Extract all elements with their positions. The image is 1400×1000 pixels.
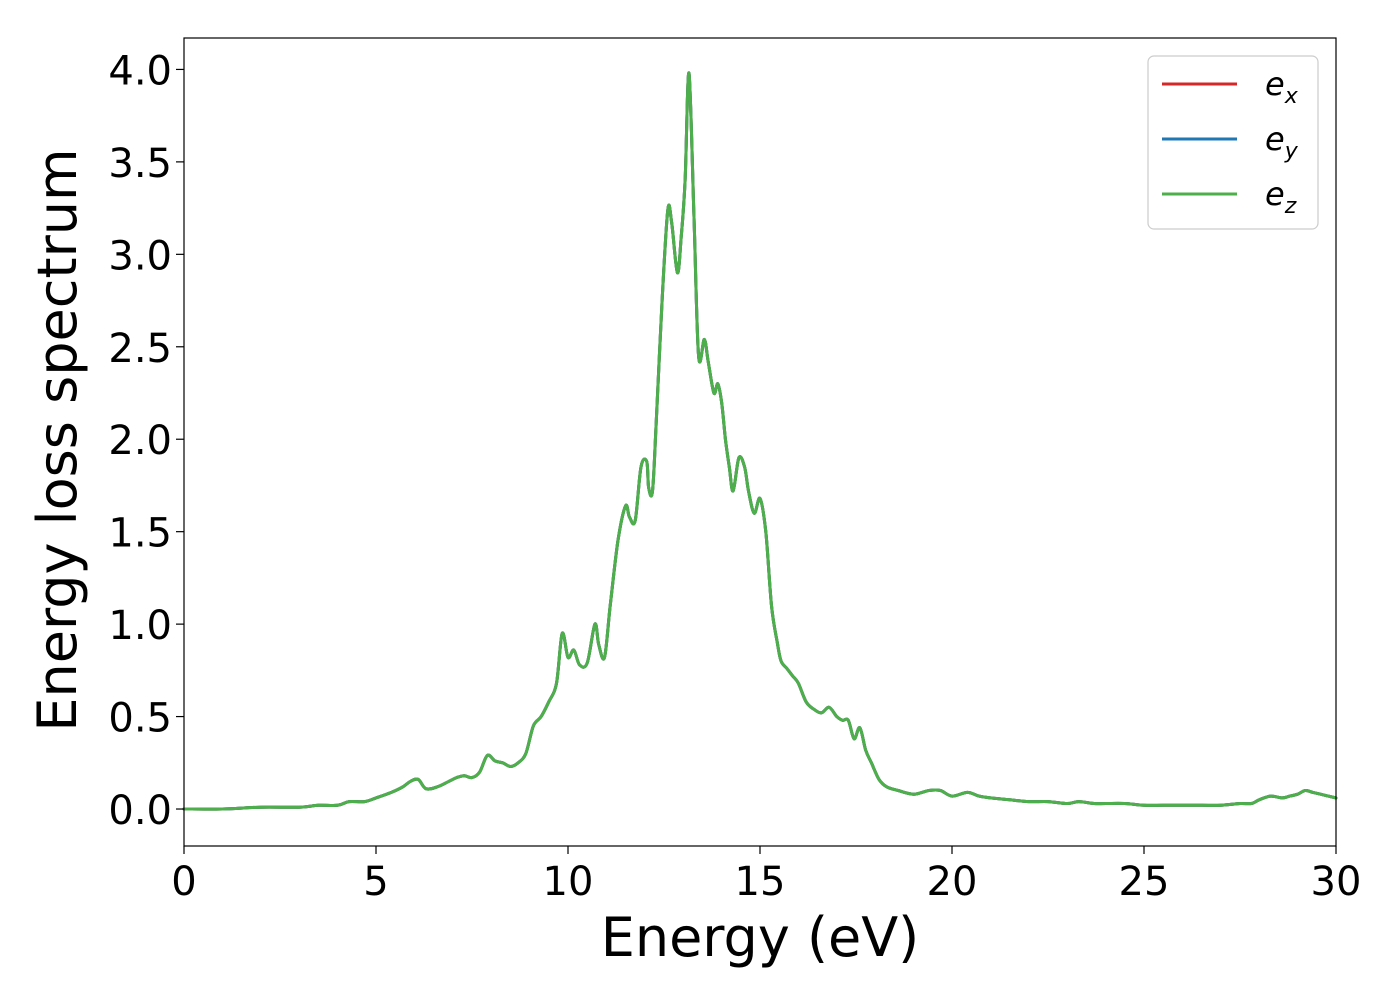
y-tick-label: 0.5	[108, 696, 172, 742]
legend-label-ex: ex	[1265, 65, 1299, 109]
x-tick-label: 5	[363, 859, 388, 905]
x-tick-label: 15	[735, 859, 786, 905]
legend-label-ey: ey	[1265, 120, 1299, 164]
x-tick-label: 20	[927, 859, 978, 905]
series-line-ez	[182, 71, 1338, 811]
legend-label-base: e	[1265, 175, 1285, 213]
x-tick-label: 10	[543, 859, 594, 905]
y-tick-label: 3.0	[108, 233, 172, 279]
y-tick-label: 1.0	[108, 603, 172, 649]
x-tick-label: 25	[1119, 859, 1170, 905]
legend-label-base: e	[1265, 65, 1285, 103]
legend-label-subscript: y	[1284, 139, 1299, 164]
y-tick-label: 4.0	[108, 48, 172, 94]
y-tick-label: 0.0	[108, 788, 172, 834]
y-tick-label: 2.5	[108, 326, 172, 372]
x-axis-label: Energy (eV)	[601, 906, 920, 969]
plot-lines	[182, 71, 1338, 811]
y-tick-label: 3.5	[108, 141, 172, 187]
x-axis-ticks: 0 5 10 15 20 25 30	[171, 846, 1361, 905]
legend-label-ez: ez	[1265, 175, 1297, 219]
x-tick-label: 0	[171, 859, 196, 905]
y-axis-label: Energy loss spectrum	[26, 148, 89, 731]
x-tick-label: 30	[1311, 859, 1362, 905]
y-tick-label: 2.0	[108, 418, 172, 464]
legend-label-base: e	[1265, 120, 1285, 158]
y-axis-ticks: 0.0 0.5 1.0 1.5 2.0 2.5 3.0 3.5 4.0	[108, 48, 184, 834]
legend-label-subscript: z	[1284, 194, 1297, 219]
y-tick-label: 1.5	[108, 511, 172, 557]
legend-label-subscript: x	[1284, 84, 1299, 109]
legend-box	[1147, 55, 1319, 230]
